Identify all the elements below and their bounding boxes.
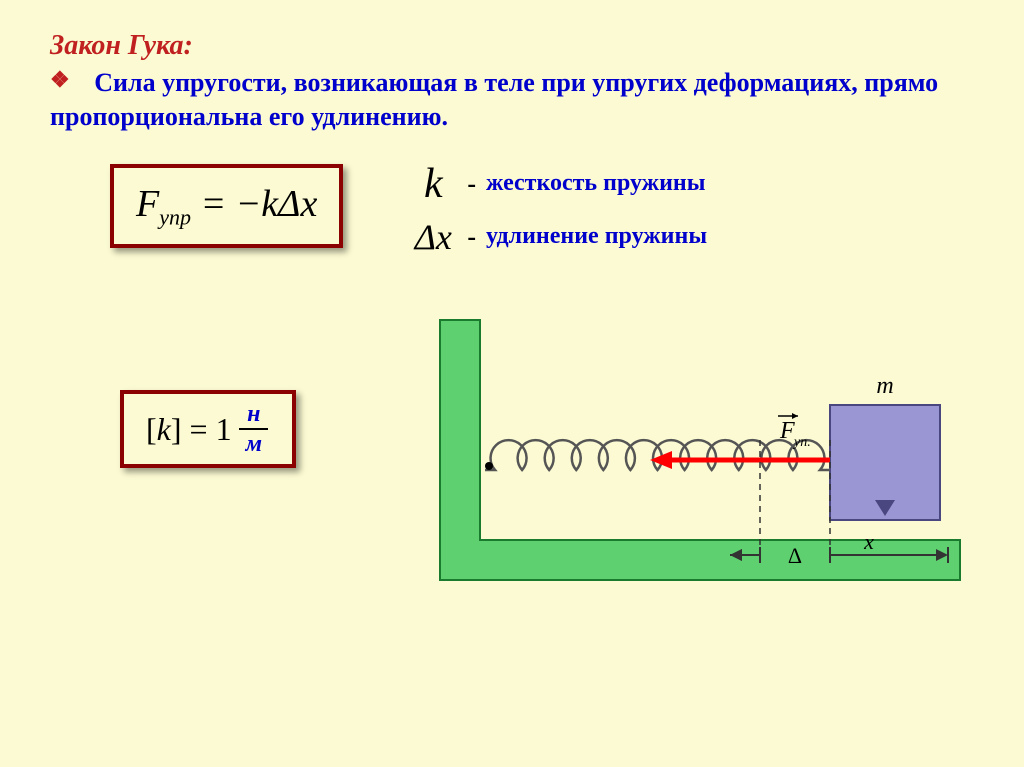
formula-sub: упр	[159, 204, 191, 229]
dash-icon: -	[467, 222, 476, 252]
main-formula-box: Fупр = −kΔx	[110, 164, 343, 249]
unit-fraction: н м	[238, 402, 270, 456]
svg-text:F: F	[779, 418, 795, 444]
svg-text:x: x	[863, 529, 874, 554]
law-text: Сила упругости, возникающая в теле при у…	[50, 68, 938, 131]
unit-den: м	[238, 430, 270, 456]
svg-text:Δ: Δ	[788, 543, 802, 568]
formula-eq: =	[191, 183, 236, 225]
svg-text:уп.: уп.	[792, 435, 811, 450]
main-formula: Fупр = −kΔx	[136, 183, 317, 225]
bullet-icon: ❖	[50, 66, 70, 95]
legend-dx-label: удлинение пружины	[486, 223, 707, 250]
legend: k - жесткость пружины Δx - удлинение пру…	[403, 160, 707, 266]
legend-dx-symbol: Δx	[403, 216, 463, 258]
law-statement: ❖ Сила упругости, возникающая в теле при…	[50, 66, 974, 134]
dash-icon: -	[467, 169, 476, 199]
formula-rhs: −kΔx	[236, 183, 318, 225]
svg-text:m: m	[876, 373, 893, 399]
law-title: Закон Гука:	[50, 30, 974, 62]
legend-row-k: k - жесткость пружины	[403, 160, 707, 208]
spring-diagram: m Fуп. Δx	[430, 310, 970, 590]
unit-formula: [k] = 1 н м	[146, 402, 270, 456]
legend-k-label: жесткость пружины	[486, 170, 705, 197]
unit-num: н	[239, 402, 268, 430]
legend-row-dx: Δx - удлинение пружины	[403, 216, 707, 258]
formula-F: F	[136, 183, 159, 225]
unit-box: [k] = 1 н м	[120, 390, 296, 468]
legend-k-symbol: k	[403, 160, 463, 208]
